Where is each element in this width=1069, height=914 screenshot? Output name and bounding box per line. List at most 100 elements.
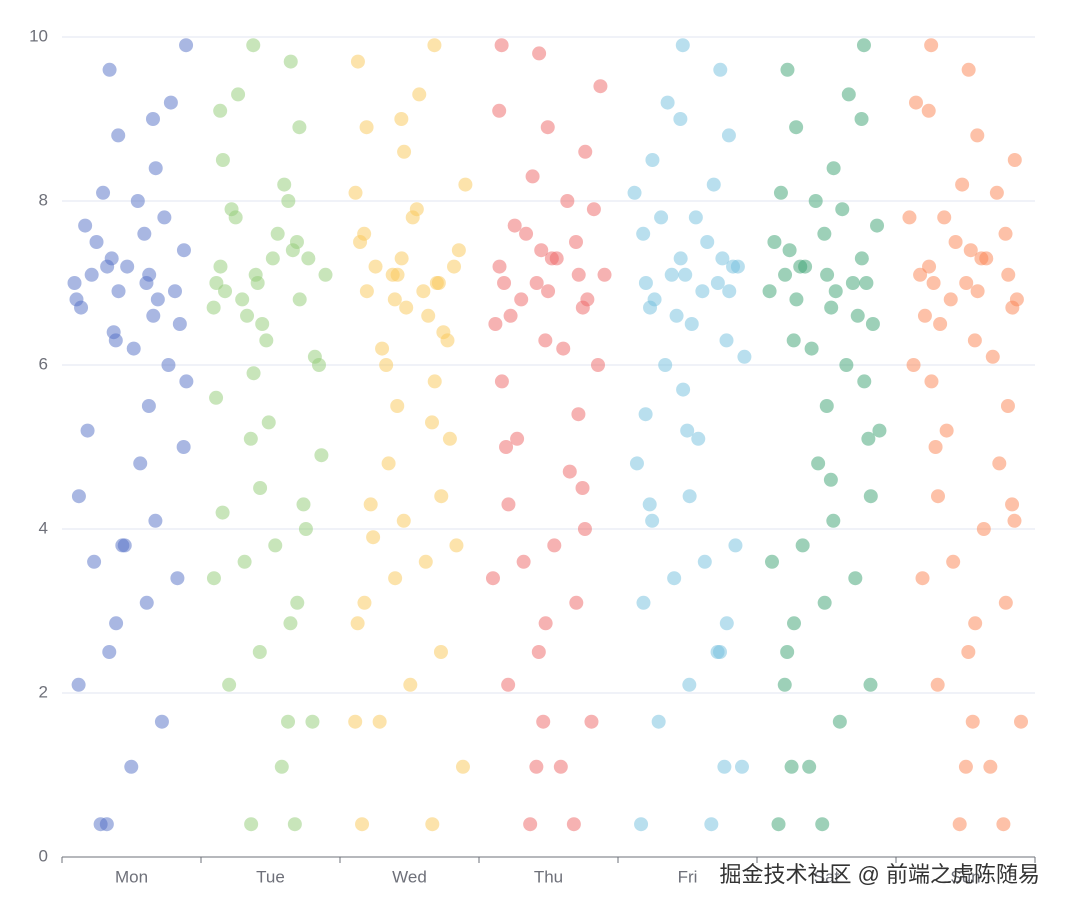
point: [115, 538, 130, 553]
point: [283, 616, 298, 631]
point: [381, 456, 396, 471]
point: [832, 714, 847, 729]
point: [959, 276, 974, 290]
point: [921, 103, 936, 118]
point: [638, 407, 653, 422]
point: [719, 616, 734, 631]
point: [722, 284, 737, 299]
point: [915, 571, 930, 586]
point: [397, 144, 412, 159]
point: [728, 538, 743, 553]
point: [928, 440, 943, 454]
point: [412, 87, 427, 102]
point: [176, 243, 191, 258]
point: [137, 226, 152, 241]
point: [532, 46, 547, 61]
point: [99, 817, 114, 832]
point: [409, 202, 424, 217]
point: [206, 571, 221, 586]
point: [638, 276, 653, 290]
point: [379, 358, 394, 372]
point: [985, 349, 1000, 364]
point: [519, 226, 534, 241]
point: [359, 120, 374, 135]
point: [536, 714, 551, 729]
point: [676, 382, 691, 397]
point: [667, 571, 682, 586]
point: [658, 358, 673, 372]
point: [529, 276, 544, 290]
point: [494, 38, 509, 53]
point: [100, 259, 115, 274]
point: [244, 817, 259, 832]
point: [820, 267, 835, 282]
point: [375, 341, 390, 356]
x-tick-label: Tue: [256, 867, 285, 886]
point: [385, 267, 400, 282]
point: [141, 399, 156, 413]
point: [311, 358, 326, 372]
point: [952, 817, 967, 832]
point: [930, 677, 945, 692]
point: [259, 333, 274, 348]
point: [442, 431, 457, 446]
point: [298, 522, 313, 536]
point: [451, 243, 466, 258]
point: [529, 759, 544, 774]
point: [179, 374, 194, 389]
point: [819, 399, 834, 413]
point: [215, 505, 230, 520]
point: [678, 267, 693, 282]
point: [427, 374, 442, 389]
point: [246, 38, 261, 53]
point: [571, 407, 586, 422]
point: [571, 267, 586, 282]
point: [246, 366, 261, 381]
point: [111, 128, 126, 143]
point: [841, 87, 856, 102]
point: [261, 415, 276, 430]
point: [394, 112, 409, 126]
point: [713, 62, 728, 77]
point: [697, 554, 712, 569]
point: [235, 292, 250, 307]
point: [357, 595, 372, 610]
point: [578, 144, 593, 159]
point: [908, 95, 923, 110]
point: [861, 431, 876, 446]
point: [924, 38, 939, 53]
x-tick-label: Wed: [392, 867, 427, 886]
point: [835, 202, 850, 217]
point: [228, 210, 243, 225]
y-tick-label: 2: [39, 682, 48, 701]
point: [237, 554, 252, 569]
point: [292, 292, 307, 307]
point: [359, 284, 374, 299]
point: [503, 308, 518, 323]
point: [795, 538, 810, 553]
point: [250, 276, 265, 290]
point: [283, 54, 298, 69]
point: [968, 616, 983, 631]
point: [998, 226, 1013, 241]
point: [636, 595, 651, 610]
point: [287, 817, 302, 832]
point: [172, 317, 187, 331]
point: [669, 308, 684, 323]
point: [541, 284, 556, 299]
point: [939, 423, 954, 438]
point: [268, 538, 283, 553]
point: [1005, 300, 1020, 315]
point: [388, 571, 403, 586]
point: [857, 374, 872, 389]
point: [133, 456, 148, 471]
point: [719, 333, 734, 348]
point: [804, 341, 819, 356]
point: [784, 759, 799, 774]
point: [850, 308, 865, 323]
point: [270, 226, 285, 241]
point: [917, 308, 932, 323]
point: [958, 759, 973, 774]
point: [292, 120, 307, 135]
point: [569, 595, 584, 610]
